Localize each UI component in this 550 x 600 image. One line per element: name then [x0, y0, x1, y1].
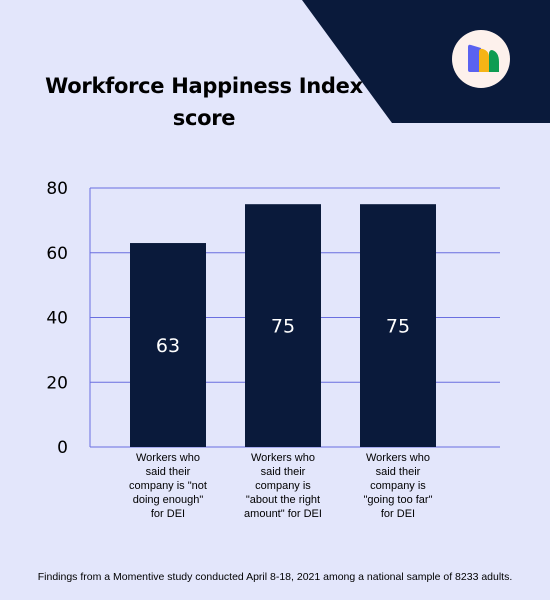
y-tick-label: 80: [46, 179, 68, 199]
momentive-logo-icon: [468, 44, 499, 72]
bar-value-label: 63: [156, 335, 180, 357]
bar: [360, 204, 436, 447]
category-label: for DEI: [381, 508, 415, 520]
y-tick-label: 40: [46, 309, 68, 329]
category-label: said their: [146, 466, 191, 478]
category-label: company is "not: [129, 480, 207, 492]
y-axis: 0 20 40 60 80: [46, 179, 91, 458]
chart-title-line-1: Workforce Happiness Index: [45, 74, 363, 98]
category-label: Workers who: [136, 452, 200, 464]
logo-badge: [452, 30, 510, 88]
category-label: company is: [370, 480, 426, 492]
y-tick-label: 60: [46, 244, 68, 264]
chart-title: Workforce Happiness Index score: [44, 70, 364, 134]
category-label: "going too far": [364, 494, 433, 506]
category-label: company is: [255, 480, 311, 492]
category-label: Workers who: [366, 452, 430, 464]
category-label: amount" for DEI: [244, 508, 322, 520]
bar-chart: 0 20 40 60 80 63 75 75 Workers who said their co…: [46, 179, 500, 520]
category-labels: Workers who said their company is "not doin…: [129, 452, 433, 520]
bar-value-label: 75: [386, 316, 410, 338]
bar: [130, 243, 206, 447]
category-label: for DEI: [151, 508, 185, 520]
footnote: Findings from a Momentive study conducte…: [37, 571, 513, 583]
category-label: said their: [376, 466, 421, 478]
chart-title-line-2: score: [172, 106, 236, 130]
bars: 63 75 75: [130, 204, 436, 447]
category-label: "about the right: [246, 494, 320, 506]
y-tick-label: 0: [57, 438, 68, 458]
y-tick-label: 20: [46, 373, 68, 393]
bar: [245, 204, 321, 447]
bar-value-label: 75: [271, 316, 295, 338]
category-label: doing enough": [133, 494, 204, 506]
category-label: Workers who: [251, 452, 315, 464]
category-label: said their: [261, 466, 306, 478]
